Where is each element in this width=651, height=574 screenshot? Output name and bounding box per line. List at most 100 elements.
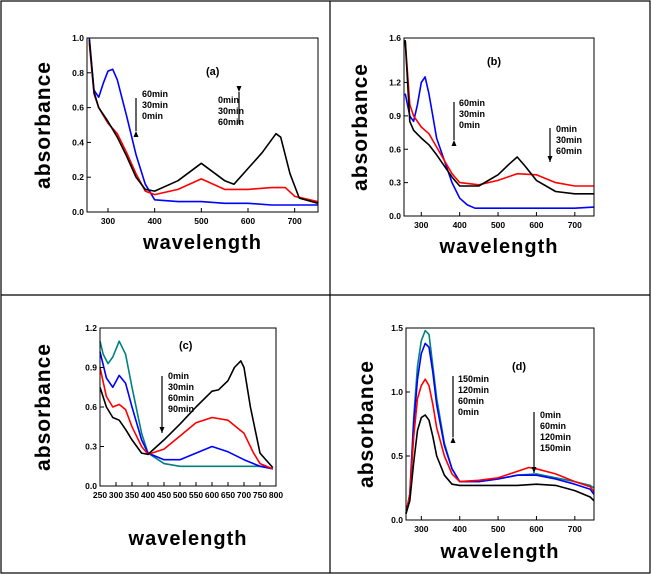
y-tick-label: 0.3 xyxy=(85,442,97,452)
plot-frame xyxy=(405,327,595,521)
y-tick-label: 0.0 xyxy=(72,207,84,217)
x-tick-label: 500 xyxy=(491,524,505,534)
x-tick-label: 600 xyxy=(529,524,543,534)
annotation-line: 60min xyxy=(458,396,484,406)
y-tick-label: 0.6 xyxy=(389,144,401,154)
x-tick-label: 700 xyxy=(237,490,251,500)
plot-frame xyxy=(403,37,595,217)
y-tick-label: 0.5 xyxy=(391,451,403,461)
x-tick-label: 400 xyxy=(453,220,467,230)
x-axis-title: wavelength xyxy=(142,232,262,254)
y-tick-label: 0.3 xyxy=(389,178,401,188)
panel-label: (a) xyxy=(206,66,220,78)
x-tick-label: 750 xyxy=(253,490,267,500)
y-tick-label: 1.5 xyxy=(391,323,403,333)
annotation-line: 0min xyxy=(168,371,189,381)
y-tick-label: 1.6 xyxy=(389,33,401,43)
series-line-2 xyxy=(404,40,594,187)
y-tick-label: 0.6 xyxy=(85,402,97,412)
annotation-line: 30min xyxy=(459,109,485,119)
x-tick-label: 300 xyxy=(101,216,115,226)
y-axis-title: absorbance xyxy=(32,61,55,189)
annotation-line: 30min xyxy=(142,100,168,110)
x-tick-label: 600 xyxy=(241,216,255,226)
panel-label: (b) xyxy=(487,56,501,68)
x-tick-label: 500 xyxy=(491,220,505,230)
x-tick-label: 600 xyxy=(529,220,543,230)
y-axis-title: absorbance xyxy=(355,360,378,488)
panel-label: (c) xyxy=(179,340,193,352)
y-tick-label: 0.6 xyxy=(72,103,84,113)
chart-panel-4: 0.0 0.5 1.0 1.5 300 400 500 600 700 absorbance wav… xyxy=(355,323,595,563)
x-tick-label: 300 xyxy=(414,220,428,230)
annotation-line: 0min xyxy=(218,95,239,105)
annotation-line: 60min xyxy=(218,117,244,127)
annotation-line: 60min xyxy=(540,421,566,431)
arrow-up-icon xyxy=(451,140,457,146)
plot-frame xyxy=(86,37,319,213)
arrow-down-icon xyxy=(159,427,165,433)
y-tick-label: 1.0 xyxy=(72,33,84,43)
series-line-4 xyxy=(405,414,595,514)
y-tick-label: 0.8 xyxy=(72,68,84,78)
x-tick-label: 350 xyxy=(125,490,139,500)
y-tick-label: 1.2 xyxy=(389,78,401,88)
annotation-line: 120min xyxy=(458,385,489,395)
x-tick-label: 700 xyxy=(568,524,582,534)
x-tick-label: 700 xyxy=(288,216,302,226)
x-tick-label: 250 xyxy=(93,490,107,500)
arrow-up-icon xyxy=(450,437,456,443)
x-axis-title: wavelength xyxy=(439,236,559,258)
y-tick-label: 1.2 xyxy=(85,323,97,333)
arrow-down-icon xyxy=(547,156,553,162)
x-tick-label: 500 xyxy=(173,490,187,500)
annotation-line: 60min xyxy=(459,98,485,108)
x-tick-label: 400 xyxy=(141,490,155,500)
series-line-2 xyxy=(88,43,319,203)
annotation-line: 120min xyxy=(540,432,571,442)
series-line-4 xyxy=(99,360,274,469)
arrow-down-icon xyxy=(531,467,537,473)
y-tick-label: 0.4 xyxy=(72,137,84,147)
annotation-line: 30min xyxy=(556,135,582,145)
annotation-line: 30min xyxy=(168,382,194,392)
annotation-line: 60min xyxy=(142,89,168,99)
chart-panel-1: 0.0 0.2 0.4 0.6 0.8 1.0 300 400 500 600 700 absorba… xyxy=(32,33,319,254)
series-line-1 xyxy=(404,76,595,209)
x-tick-label: 650 xyxy=(221,490,235,500)
panel-label: (d) xyxy=(512,361,526,373)
x-tick-label: 700 xyxy=(568,220,582,230)
x-tick-label: 300 xyxy=(109,490,123,500)
annotation-line: 0min xyxy=(556,124,577,134)
y-tick-label: 0.9 xyxy=(389,111,401,121)
annotation-line: 90min xyxy=(168,404,194,414)
y-tick-label: 0.0 xyxy=(391,515,403,525)
x-tick-label: 800 xyxy=(269,490,283,500)
series-line-3 xyxy=(99,367,274,470)
y-tick-label: 1.0 xyxy=(391,387,403,397)
series-line-3 xyxy=(404,40,594,195)
y-axis-title: absorbance xyxy=(349,63,372,191)
annotation-line: 150min xyxy=(458,374,489,384)
series-line-3 xyxy=(405,378,595,514)
y-tick-label: 0.0 xyxy=(389,211,401,221)
arrow-up-icon xyxy=(133,131,139,137)
x-tick-label: 450 xyxy=(157,490,171,500)
x-tick-label: 600 xyxy=(205,490,219,500)
x-tick-label: 500 xyxy=(194,216,208,226)
x-tick-label: 550 xyxy=(189,490,203,500)
annotation-line: 0min xyxy=(459,120,480,130)
chart-panel-2: 0.0 0.3 0.6 0.9 1.2 1.6 300 400 500 600 700 absorba… xyxy=(349,33,595,258)
x-tick-label: 400 xyxy=(148,216,162,226)
y-axis-title: absorbance xyxy=(32,343,55,471)
series-line-2 xyxy=(99,351,273,470)
annotation-line: 30min xyxy=(218,106,244,116)
